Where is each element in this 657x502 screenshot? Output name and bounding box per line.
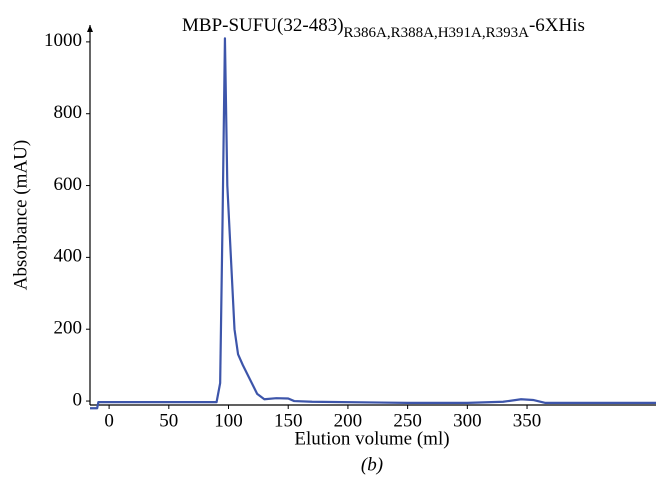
y-tick-label: 0 (73, 389, 83, 410)
title-subscript: R386A,R388A,H391A,R393A (344, 25, 530, 41)
x-tick-label: 350 (513, 410, 542, 431)
x-tick-label: 50 (159, 410, 178, 431)
x-tick-label: 300 (453, 410, 482, 431)
chart-title: MBP-SUFU(32-483)R386A,R388A,H391A,R393A-… (182, 15, 585, 41)
y-tick-label: 600 (54, 174, 83, 195)
caption: (b) (361, 454, 383, 475)
x-tick-label: 250 (393, 410, 422, 431)
y-axis-arrow (87, 25, 93, 32)
x-tick-label: 100 (214, 410, 243, 431)
title-suffix: -6XHis (529, 15, 585, 36)
x-tick-label: 0 (104, 410, 114, 431)
title-main: MBP-SUFU(32-483) (182, 15, 344, 36)
y-tick-label: 400 (54, 246, 83, 267)
x-tick-label: 200 (334, 410, 363, 431)
y-tick-label: 800 (54, 102, 83, 123)
data-line (90, 37, 656, 410)
y-tick-label: 1000 (44, 30, 82, 51)
x-axis-label: Elution volume (ml) (294, 428, 449, 449)
y-axis-label: Absorbance (mAU) (10, 140, 31, 290)
x-tick-label: 150 (274, 410, 303, 431)
y-tick-label: 200 (54, 318, 83, 339)
